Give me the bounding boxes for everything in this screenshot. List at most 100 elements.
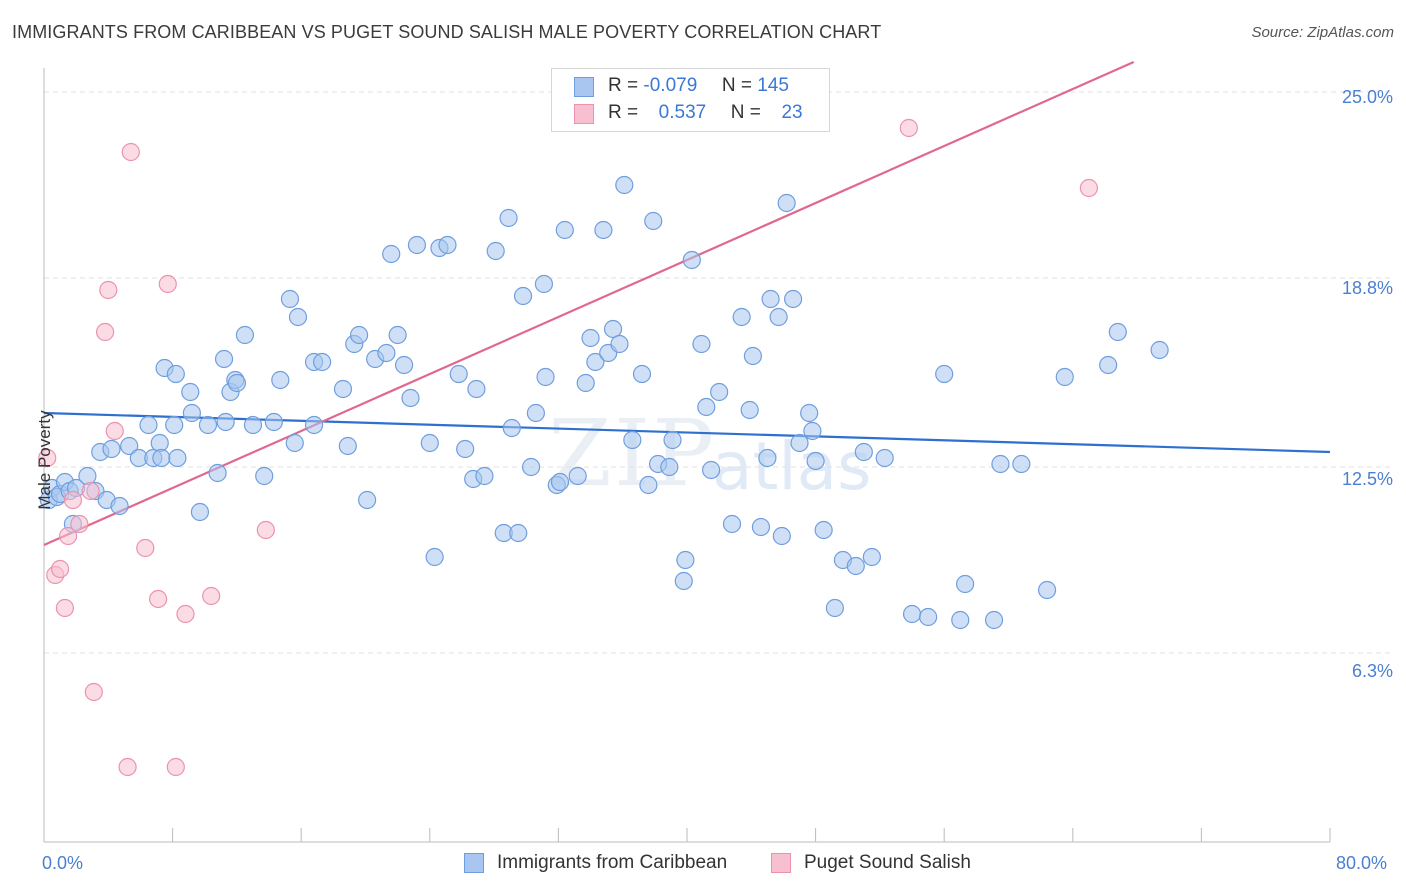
point-s0-28 <box>208 463 227 483</box>
point-s0-100 <box>702 460 721 480</box>
point-s0-24 <box>182 403 201 423</box>
point-s0-96 <box>676 550 695 570</box>
point-s1-11 <box>105 421 124 441</box>
point-s0-33 <box>227 373 246 393</box>
point-s0-85 <box>603 319 623 339</box>
y-tick-label-25: 25.0% <box>1341 87 1393 107</box>
legend-r-value: -0.079 <box>643 75 698 96</box>
point-s0-81 <box>581 328 600 348</box>
y-tick-label-18: 18.8% <box>1341 278 1393 298</box>
point-s0-69 <box>502 418 521 438</box>
point-s0-44 <box>312 352 332 372</box>
point-s0-12 <box>102 439 121 459</box>
point-s0-14 <box>120 436 139 456</box>
point-s0-43 <box>304 415 324 435</box>
point-s0-51 <box>377 343 396 363</box>
point-s0-13 <box>110 496 129 516</box>
point-s0-36 <box>255 466 274 486</box>
point-s0-93 <box>660 457 679 477</box>
point-s0-48 <box>349 325 369 345</box>
point-s0-82 <box>586 352 605 372</box>
point-s0-108 <box>761 289 780 309</box>
point-s0-22 <box>166 364 185 384</box>
point-s1-17 <box>166 757 185 777</box>
point-s0-89 <box>632 364 652 384</box>
point-s0-58 <box>425 547 444 567</box>
point-s0-124 <box>902 604 922 624</box>
point-s0-53 <box>388 325 407 345</box>
point-s1-7 <box>81 481 100 501</box>
x-tick-label-min: 0.0% <box>42 853 84 873</box>
point-s0-57 <box>420 433 439 453</box>
point-s1-2 <box>50 559 70 579</box>
bottom-legend-label: Immigrants from Caribbean <box>497 852 728 873</box>
point-s1-13 <box>121 142 140 162</box>
point-s0-73 <box>526 403 545 423</box>
point-s0-68 <box>499 208 518 228</box>
trend-line-s1 <box>43 60 1135 547</box>
watermark-zip: ZIP <box>548 400 717 507</box>
legend-r-value: 0.537 <box>658 102 707 123</box>
point-s0-117 <box>814 520 833 540</box>
point-s1-10 <box>99 280 118 300</box>
y-tick-label-6: 6.3% <box>1351 661 1393 681</box>
point-s0-78 <box>555 220 574 240</box>
point-s0-133 <box>1055 367 1074 387</box>
point-s0-71 <box>513 286 533 306</box>
point-s0-106 <box>751 517 771 537</box>
legend-swatch-pink <box>574 104 594 124</box>
point-s0-35 <box>243 415 263 435</box>
point-s0-134 <box>1099 355 1118 375</box>
point-s1-3 <box>55 598 74 618</box>
bottom-legend-swatch-blue <box>464 853 484 873</box>
point-s0-39 <box>280 289 300 309</box>
point-s0-74 <box>534 274 554 294</box>
point-s0-38 <box>271 370 290 390</box>
point-s0-54 <box>394 355 414 375</box>
point-s0-80 <box>576 373 595 393</box>
trend-line-s0 <box>43 411 1331 454</box>
legend-r-label: R = <box>608 75 639 96</box>
point-s0-88 <box>623 430 642 450</box>
point-s0-113 <box>790 433 809 453</box>
point-s0-125 <box>919 607 938 627</box>
point-s0-121 <box>854 442 873 462</box>
point-s0-79 <box>568 466 587 486</box>
point-s1-19 <box>202 586 221 606</box>
source-label: Source: ZipAtlas.com <box>1251 24 1394 41</box>
point-s0-46 <box>338 436 357 456</box>
point-s0-29 <box>216 412 235 432</box>
point-s0-122 <box>862 547 881 567</box>
point-s0-110 <box>772 526 791 546</box>
point-s0-23 <box>168 448 187 468</box>
legend-n-label: N = <box>721 75 752 96</box>
point-s0-41 <box>288 307 308 327</box>
point-s0-60 <box>438 235 457 255</box>
point-s0-62 <box>456 439 475 459</box>
point-s1-0 <box>38 448 57 468</box>
legend-n-value: 145 <box>757 75 789 96</box>
point-s0-90 <box>639 475 658 495</box>
point-s0-70 <box>509 523 528 543</box>
point-s0-109 <box>769 307 788 327</box>
point-s0-115 <box>803 421 822 441</box>
point-s0-101 <box>710 382 729 402</box>
chart-title: IMMIGRANTS FROM CARIBBEAN VS PUGET SOUND… <box>12 22 882 42</box>
point-s1-15 <box>149 589 168 609</box>
point-s0-65 <box>475 466 494 486</box>
point-s0-104 <box>740 400 759 420</box>
point-s0-114 <box>800 403 819 423</box>
point-s0-87 <box>615 175 634 195</box>
point-s0-91 <box>644 211 663 231</box>
point-s0-129 <box>984 610 1004 630</box>
point-s0-56 <box>407 235 427 255</box>
axes <box>43 68 1331 843</box>
point-s0-135 <box>1108 322 1127 342</box>
point-s1-22 <box>1079 178 1098 198</box>
point-s1-21 <box>899 118 918 138</box>
data-points <box>38 118 1169 777</box>
point-s0-55 <box>401 388 420 408</box>
point-s1-20 <box>256 520 275 540</box>
bottom-legend-swatch-pink <box>771 853 791 873</box>
